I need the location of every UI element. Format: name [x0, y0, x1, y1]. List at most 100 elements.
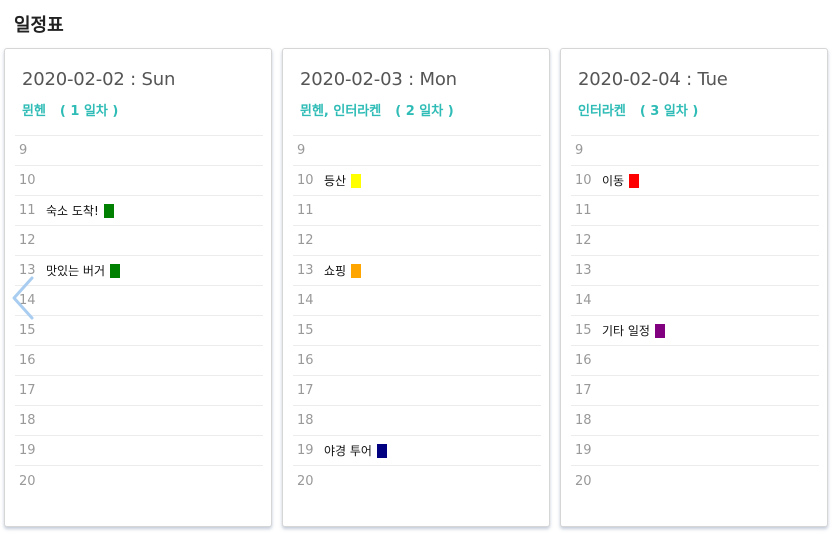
- hour-label: 15: [19, 323, 36, 338]
- hour-label: 10: [19, 173, 36, 188]
- hour-label: 10: [297, 173, 314, 188]
- time-slot[interactable]: 15 기타 일정: [571, 316, 819, 346]
- day-location: 뮌헨: [22, 104, 46, 119]
- hour-label: 16: [19, 353, 36, 368]
- hour-label: 19: [575, 443, 592, 458]
- hour-label: 11: [19, 203, 36, 218]
- day-number: ( 2 일차 ): [395, 104, 454, 119]
- time-slot[interactable]: 20: [293, 466, 541, 496]
- hour-label: 12: [575, 233, 592, 248]
- time-slot[interactable]: 9: [571, 136, 819, 166]
- day-date: 2020-02-04 : Tue: [578, 69, 728, 90]
- time-slot[interactable]: 18: [15, 406, 263, 436]
- time-slot[interactable]: 10 이동: [571, 166, 819, 196]
- day-card-header: 2020-02-04 : Tue 인터라켄 ( 3 일차 ): [578, 69, 823, 119]
- event-title: 기타 일정: [602, 324, 650, 338]
- time-slot[interactable]: 9: [15, 136, 263, 166]
- time-slot[interactable]: 18: [293, 406, 541, 436]
- hour-label: 12: [297, 233, 314, 248]
- hour-label: 18: [19, 413, 36, 428]
- event-title: 숙소 도착!: [46, 204, 99, 218]
- event-title: 야경 투어: [324, 444, 372, 458]
- time-slots: 9 10 이동 11 12 13 14 15 기타 일정 16 17 18 19 20: [571, 135, 819, 496]
- time-slot[interactable]: 11 숙소 도착!: [15, 196, 263, 226]
- time-slot[interactable]: 12: [15, 226, 263, 256]
- time-slot[interactable]: 16: [571, 346, 819, 376]
- time-slot[interactable]: 19 야경 투어: [293, 436, 541, 466]
- hour-label: 12: [19, 233, 36, 248]
- time-slot[interactable]: 17: [15, 376, 263, 406]
- time-slot[interactable]: 20: [571, 466, 819, 496]
- time-slot[interactable]: 16: [293, 346, 541, 376]
- hour-label: 10: [575, 173, 592, 188]
- time-slot[interactable]: 11: [293, 196, 541, 226]
- day-date: 2020-02-03 : Mon: [300, 69, 457, 90]
- hour-label: 15: [575, 323, 592, 338]
- day-number: ( 1 일차 ): [59, 104, 119, 119]
- hour-label: 17: [297, 383, 314, 398]
- hour-label: 16: [575, 353, 592, 368]
- prev-day-button[interactable]: [8, 274, 38, 322]
- hour-label: 19: [297, 443, 314, 458]
- event-color-marker: [629, 173, 640, 188]
- time-slot[interactable]: 19: [15, 436, 263, 466]
- hour-label: 11: [297, 203, 314, 218]
- hour-label: 9: [575, 143, 584, 158]
- time-slot[interactable]: 12: [293, 226, 541, 256]
- event-title: 맛있는 버거: [46, 264, 106, 278]
- day-cards: 2020-02-02 : Sun 뮌헨( 1 일차 ) 9 10 11 숙소 도착! 1…: [4, 48, 830, 527]
- schedule-event[interactable]: 숙소 도착!: [46, 202, 114, 219]
- time-slot[interactable]: 14: [571, 286, 819, 316]
- time-slot[interactable]: 10 등산: [293, 166, 541, 196]
- schedule-event[interactable]: 쇼핑: [324, 262, 362, 279]
- time-slot[interactable]: 14: [293, 286, 541, 316]
- schedule-event[interactable]: 등산: [324, 172, 362, 189]
- time-slot[interactable]: 20: [15, 466, 263, 496]
- day-card-2: 2020-02-03 : Mon 뮌헨, 인터라켄( 2 일차 ) 9 10 등산 1…: [282, 48, 550, 527]
- event-color-marker: [110, 263, 121, 278]
- time-slot[interactable]: 11: [571, 196, 819, 226]
- time-slot[interactable]: 15: [293, 316, 541, 346]
- day-location: 뮌헨, 인터라켄: [300, 104, 382, 119]
- day-subtitle: 뮌헨 ( 1 일차 ): [22, 100, 267, 119]
- time-slot[interactable]: 12: [571, 226, 819, 256]
- event-color-marker: [351, 263, 362, 278]
- hour-label: 20: [575, 473, 592, 489]
- hour-label: 18: [575, 413, 592, 428]
- hour-label: 13: [575, 263, 592, 278]
- hour-label: 11: [575, 203, 592, 218]
- hour-label: 14: [297, 293, 314, 308]
- time-slot[interactable]: 13 맛있는 버거: [15, 256, 263, 286]
- hour-label: 9: [19, 143, 28, 158]
- time-slot[interactable]: 17: [293, 376, 541, 406]
- time-slot[interactable]: 13: [571, 256, 819, 286]
- time-slot[interactable]: 16: [15, 346, 263, 376]
- time-slot[interactable]: 18: [571, 406, 819, 436]
- schedule-event[interactable]: 이동: [602, 172, 640, 189]
- hour-label: 9: [297, 143, 306, 158]
- hour-label: 19: [19, 443, 36, 458]
- chevron-left-icon: [12, 276, 34, 320]
- day-card-3: 2020-02-04 : Tue 인터라켄 ( 3 일차 ) 9 10 이동 11 12 1…: [560, 48, 828, 527]
- day-subtitle: 뮌헨, 인터라켄 ( 2 일차 ): [300, 100, 545, 119]
- time-slot[interactable]: 14: [15, 286, 263, 316]
- hour-label: 17: [19, 383, 36, 398]
- schedule-event[interactable]: 야경 투어: [324, 442, 387, 459]
- time-slot[interactable]: 9: [293, 136, 541, 166]
- hour-label: 20: [297, 473, 314, 489]
- event-color-marker: [376, 443, 387, 458]
- time-slot[interactable]: 15: [15, 316, 263, 346]
- hour-label: 13: [297, 263, 314, 278]
- event-title: 이동: [602, 174, 625, 188]
- hour-label: 20: [19, 473, 36, 489]
- page-title: 일정표: [14, 15, 64, 36]
- time-slot[interactable]: 13 쇼핑: [293, 256, 541, 286]
- schedule-event[interactable]: 기타 일정: [602, 322, 665, 339]
- hour-label: 15: [297, 323, 314, 338]
- event-title: 등산: [324, 174, 347, 188]
- time-slot[interactable]: 10: [15, 166, 263, 196]
- schedule-event[interactable]: 맛있는 버거: [46, 262, 121, 279]
- time-slot[interactable]: 19: [571, 436, 819, 466]
- event-color-marker: [654, 323, 665, 338]
- time-slot[interactable]: 17: [571, 376, 819, 406]
